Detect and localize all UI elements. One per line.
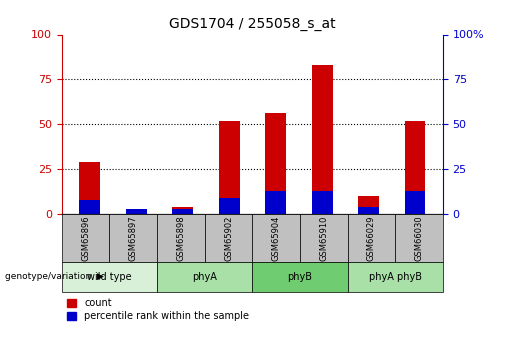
Text: phyB: phyB	[287, 272, 313, 282]
Title: GDS1704 / 255058_s_at: GDS1704 / 255058_s_at	[169, 17, 336, 31]
Text: wild type: wild type	[87, 272, 132, 282]
Text: GSM65910: GSM65910	[319, 215, 328, 261]
Bar	[219, 121, 239, 214]
Text: GSM66029: GSM66029	[367, 215, 376, 261]
Bar	[172, 207, 193, 214]
Bar	[358, 207, 379, 214]
Bar	[219, 198, 239, 214]
Text: GSM65902: GSM65902	[224, 215, 233, 261]
Bar	[405, 190, 425, 214]
Bar	[312, 190, 333, 214]
Bar	[265, 190, 286, 214]
Bar	[126, 208, 147, 214]
Text: GSM65904: GSM65904	[272, 215, 281, 261]
Bar	[126, 210, 147, 214]
Text: GSM65896: GSM65896	[81, 215, 90, 261]
Text: phyA: phyA	[192, 272, 217, 282]
Legend: count, percentile rank within the sample: count, percentile rank within the sample	[66, 298, 249, 321]
Text: GSM66030: GSM66030	[415, 215, 423, 261]
Bar	[265, 114, 286, 214]
Bar	[79, 162, 100, 214]
Text: phyA phyB: phyA phyB	[369, 272, 422, 282]
Bar	[358, 196, 379, 214]
Text: GSM65897: GSM65897	[129, 215, 138, 261]
Text: GSM65898: GSM65898	[177, 215, 185, 261]
Bar	[405, 121, 425, 214]
Bar	[312, 65, 333, 214]
Bar	[172, 208, 193, 214]
Text: genotype/variation  ▶: genotype/variation ▶	[5, 272, 104, 282]
Bar	[79, 199, 100, 214]
